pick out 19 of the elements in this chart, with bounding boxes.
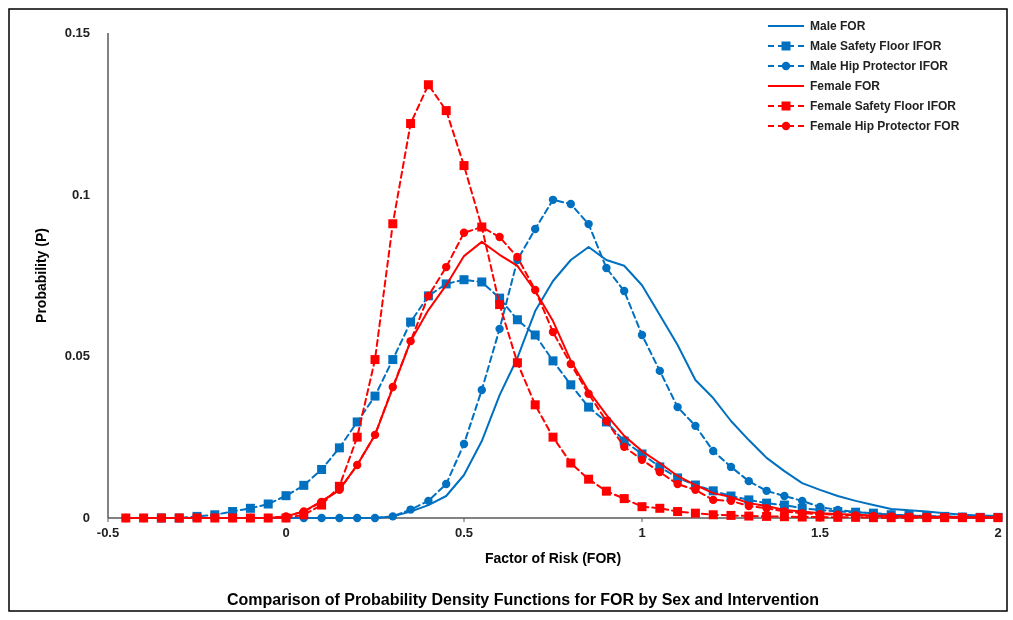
y-tick-label: 0 — [82, 510, 90, 525]
legend-label: Female Hip Protector FOR — [810, 119, 960, 133]
legend-label: Male Safety Floor IFOR — [810, 39, 942, 53]
x-tick-label: 1.5 — [810, 525, 830, 540]
y-axis-title: Probability (P) — [33, 228, 49, 323]
x-tick-label: 1 — [638, 525, 646, 540]
legend-label: Male FOR — [810, 19, 866, 33]
legend-label: Male Hip Protector IFOR — [810, 59, 949, 73]
x-axis-title: Factor of Risk (FOR) — [484, 550, 622, 566]
y-tick-label: 0.15 — [64, 25, 90, 40]
x-tick-label: 0.5 — [454, 525, 474, 540]
legend-label: Female FOR — [810, 79, 881, 93]
text: Comparison of Probability Density Functions for FOR by Sex and Intervention — [226, 591, 820, 608]
x-tick-label: 0 — [282, 525, 290, 540]
legend-label: Female Safety Floor IFOR — [810, 99, 957, 113]
x-tick-label: 2 — [994, 525, 1002, 540]
y-tick-label: 0.05 — [64, 348, 90, 364]
y-tick-label: 0.1 — [71, 186, 90, 202]
x-tick-label: -0.5 — [96, 525, 120, 540]
